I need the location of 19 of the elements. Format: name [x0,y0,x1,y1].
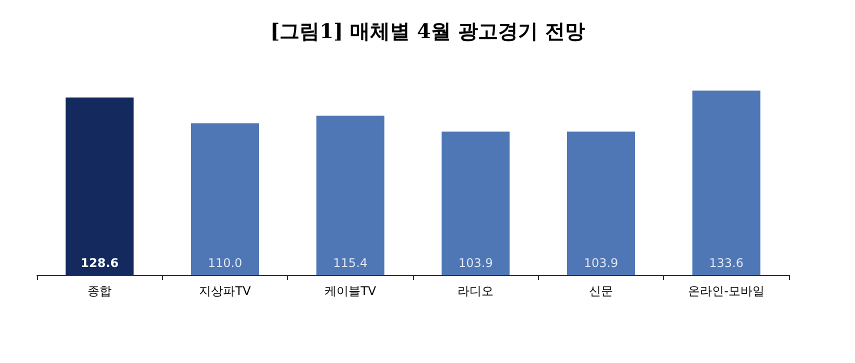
bar [191,123,259,275]
x-tick-label: 라디오 [458,284,494,298]
data-label: 115.4 [333,256,368,270]
data-label: 133.6 [709,256,744,270]
x-tick-label: 케이블TV [324,284,377,298]
x-tick-label: 종합 [88,284,112,298]
bar [567,132,635,275]
bar [692,90,760,275]
x-tick-label: 신문 [589,284,613,298]
data-label: 103.9 [458,256,493,270]
data-label: 103.9 [584,256,618,270]
x-tick-label: 지상파TV [199,284,252,298]
chart-title: [그림1] 매체별 4월 광고경기 전망 [270,19,585,43]
x-tick-label: 온라인-모바일 [688,284,765,298]
bar [66,98,134,275]
bar [316,116,384,275]
data-label: 110.0 [208,256,242,270]
data-label: 128.6 [80,256,119,270]
bar [442,132,510,275]
